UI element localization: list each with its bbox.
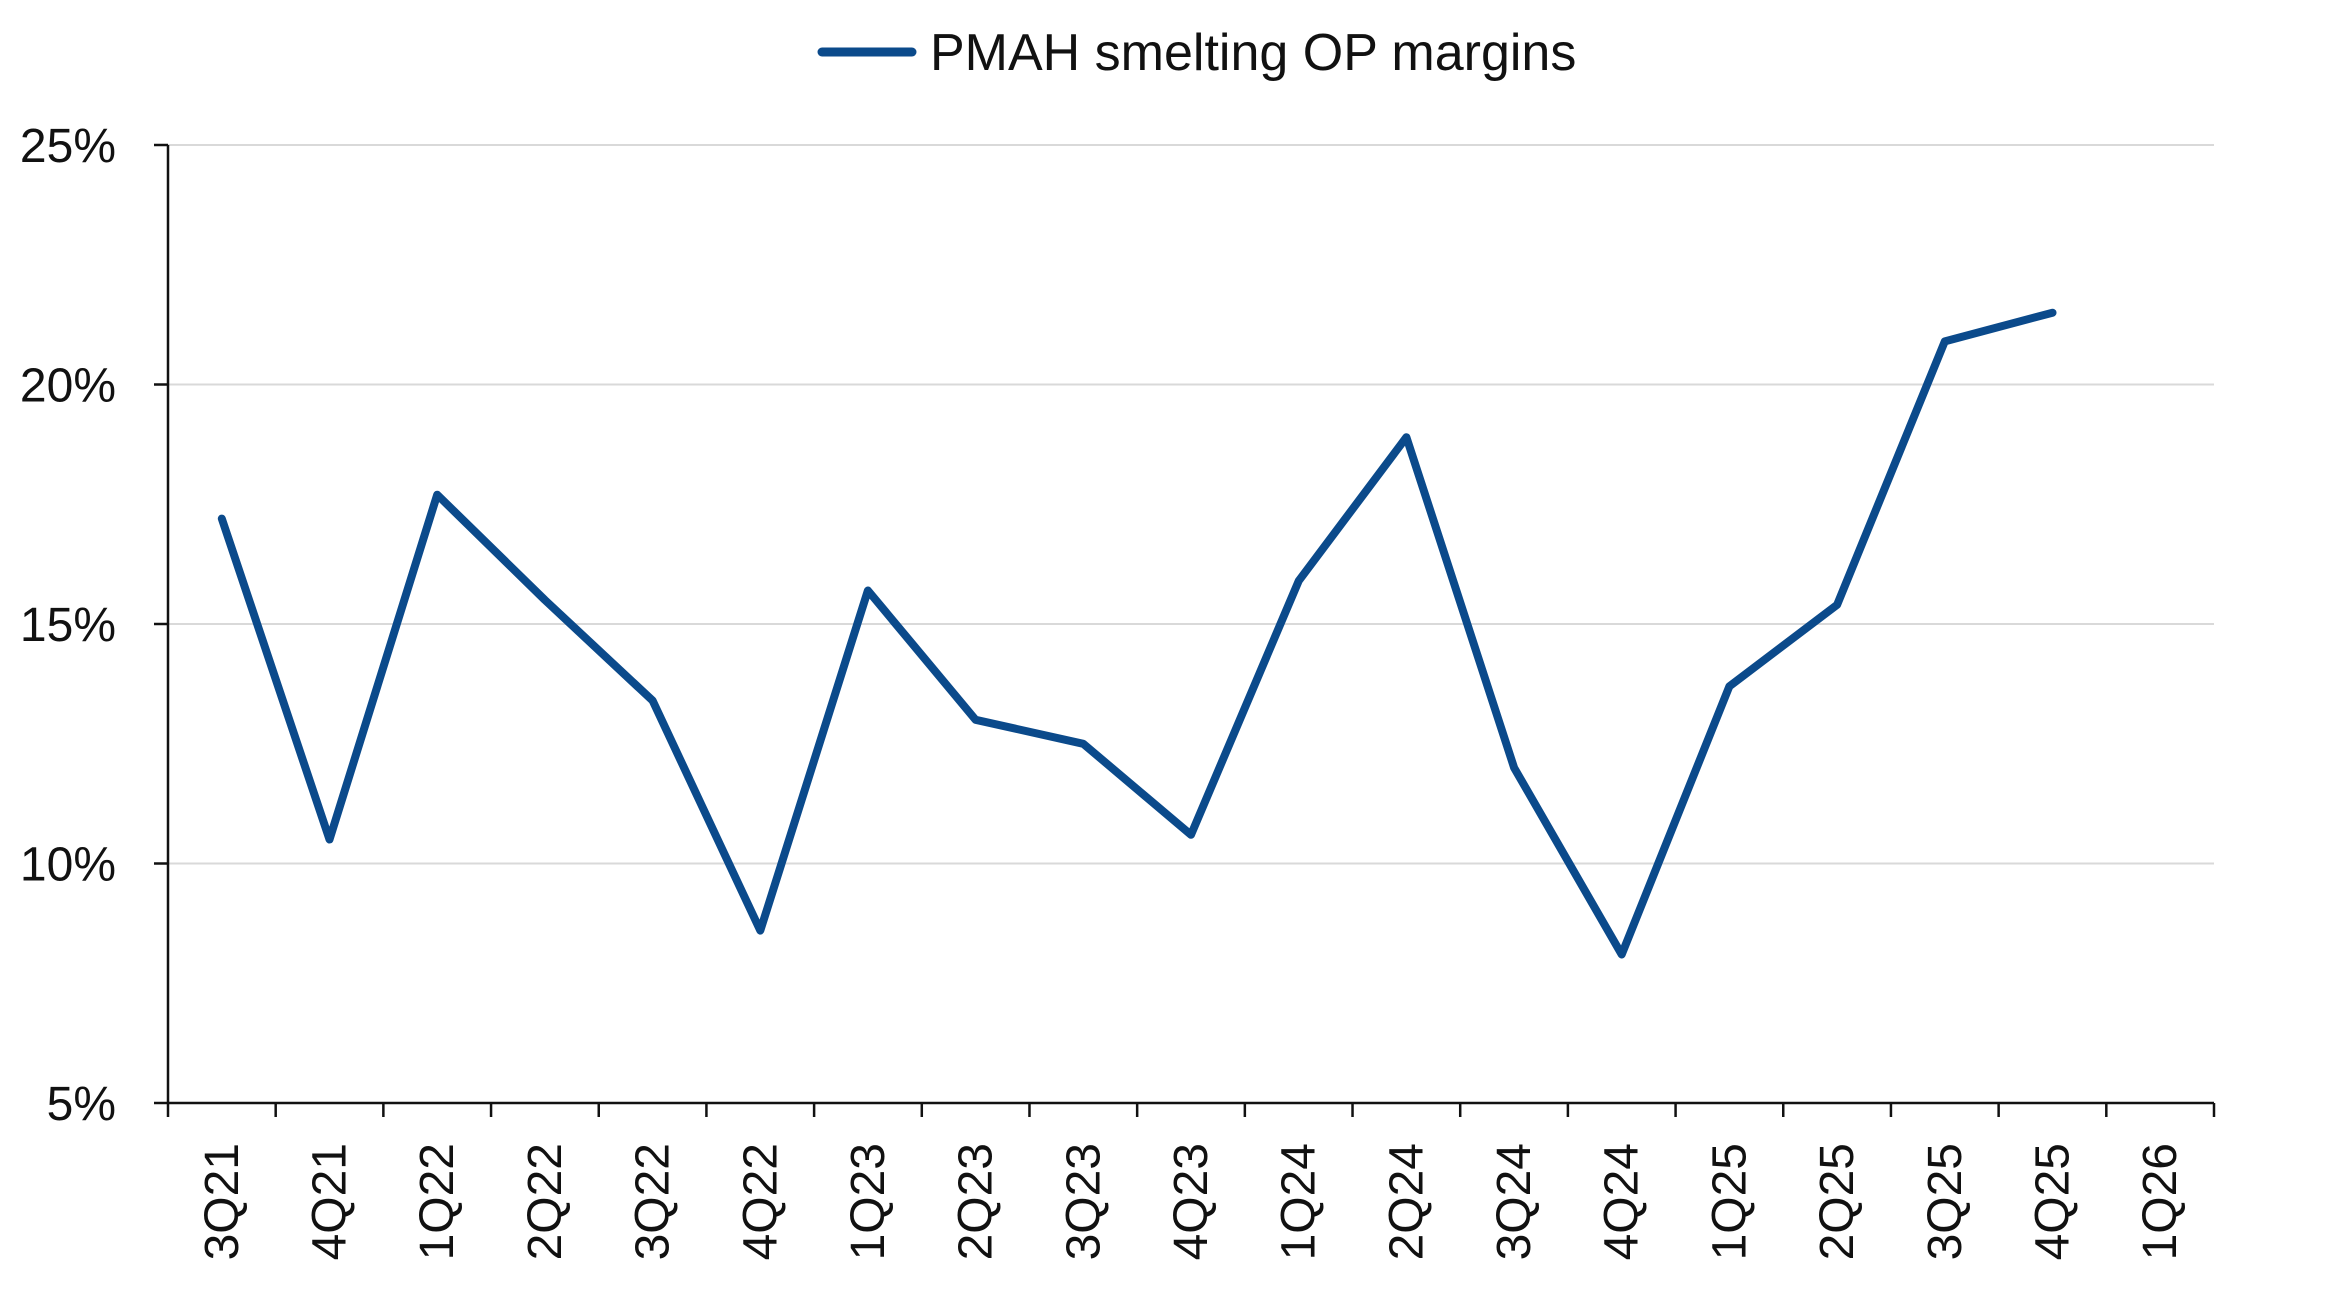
series-line <box>217 308 2057 959</box>
x-tick-label: 4Q21 <box>304 1143 357 1260</box>
gridlines <box>168 144 2214 865</box>
x-tick-label: 4Q23 <box>1165 1143 1218 1260</box>
axes <box>154 143 2216 1117</box>
x-tick-label: 2Q23 <box>950 1143 1003 1260</box>
x-tick-label: 3Q21 <box>196 1143 249 1260</box>
x-tick-label: 4Q24 <box>1596 1143 1649 1260</box>
x-tick-label: 2Q24 <box>1380 1143 1433 1260</box>
y-axis-tick-labels: 5% 10% 15% 20% 25% <box>20 120 116 1131</box>
y-tick-label: 15% <box>20 599 116 652</box>
y-tick-label: 25% <box>20 120 116 173</box>
x-axis-tick-labels: 3Q21 4Q21 1Q22 2Q22 3Q22 4Q22 1Q23 2Q23 3Q23 4Q23… <box>196 1143 2187 1260</box>
x-tick-label: 4Q25 <box>2026 1143 2079 1260</box>
x-tick-label: 1Q23 <box>842 1143 895 1260</box>
x-tick-label: 2Q25 <box>1811 1143 1864 1260</box>
legend-label: PMAH smelting OP margins <box>930 24 1576 82</box>
series-lines <box>217 308 2057 959</box>
x-tick-label: 3Q24 <box>1488 1143 1541 1260</box>
x-tick-label: 2Q22 <box>519 1143 572 1260</box>
legend: PMAH smelting OP margins <box>817 24 1576 82</box>
x-tick-label: 1Q24 <box>1273 1143 1326 1260</box>
x-tick-label: 3Q25 <box>1919 1143 1972 1260</box>
y-tick-label: 20% <box>20 360 116 413</box>
x-tick-label: 3Q23 <box>1057 1143 1110 1260</box>
x-tick-label: 1Q26 <box>2134 1143 2187 1260</box>
y-tick-label: 5% <box>47 1078 116 1131</box>
x-tick-label: 4Q22 <box>734 1143 787 1260</box>
x-tick-label: 3Q22 <box>627 1143 680 1260</box>
x-tick-label: 1Q22 <box>411 1143 464 1260</box>
x-tick-label: 1Q25 <box>1703 1143 1756 1260</box>
y-tick-label: 10% <box>20 839 116 892</box>
